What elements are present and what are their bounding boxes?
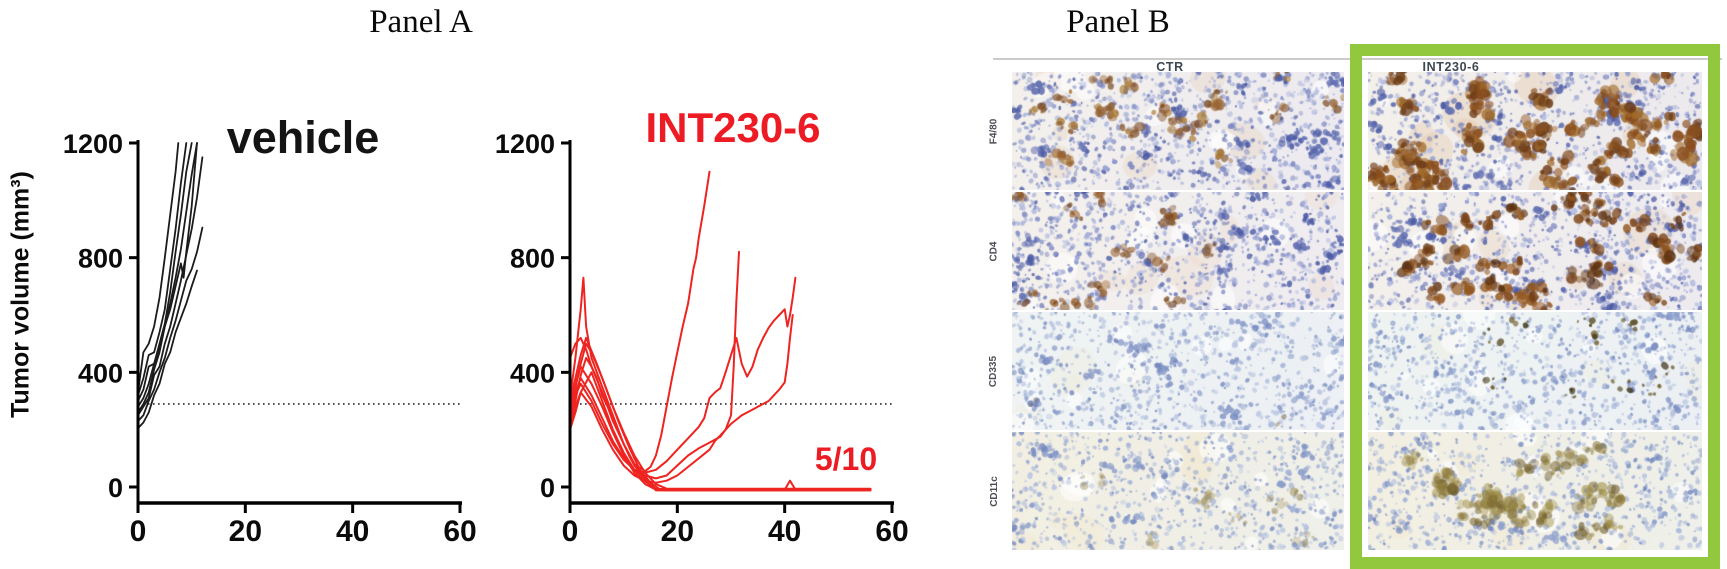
svg-text:60: 60: [443, 515, 476, 548]
svg-text:1200: 1200: [63, 129, 123, 159]
vehicle-chart-title: vehicle: [226, 112, 380, 163]
row-label-cd335: CD335: [988, 355, 1000, 387]
svg-text:20: 20: [661, 515, 694, 548]
survivor-count-annotation: 5/10: [814, 441, 878, 477]
svg-text:0: 0: [130, 515, 147, 548]
ihc-image-cd335-int230-6: [1368, 312, 1702, 430]
ihc-image-cd335-ctr: [1012, 312, 1344, 430]
svg-text:0: 0: [540, 473, 555, 503]
ihc-image-f4-80-int230-6: [1368, 72, 1702, 190]
svg-text:40: 40: [768, 515, 801, 548]
svg-text:400: 400: [78, 358, 123, 388]
svg-text:0: 0: [108, 473, 123, 503]
row-label-f4-80: F4/80: [988, 118, 1000, 144]
panel-a-title: Panel A: [369, 4, 473, 40]
svg-text:800: 800: [78, 244, 123, 274]
svg-text:60: 60: [875, 515, 908, 548]
svg-text:20: 20: [229, 515, 262, 548]
ihc-image-cd4-ctr: [1012, 192, 1344, 310]
svg-text:400: 400: [510, 358, 555, 388]
ihc-image-f4-80-ctr: [1012, 72, 1344, 190]
header-rule: [993, 58, 1722, 60]
column-header-int230-6: INT230-6: [1422, 60, 1480, 74]
int230-6-chart-title: INT230-6: [645, 104, 821, 151]
column-header-ctr: CTR: [1156, 60, 1184, 74]
ihc-image-cd4-int230-6: [1368, 192, 1702, 310]
ihc-image-cd11c-ctr: [1012, 432, 1344, 550]
row-label-cd4: CD4: [988, 240, 1000, 262]
panel-b-title: Panel B: [1066, 4, 1170, 40]
svg-text:800: 800: [510, 244, 555, 274]
svg-text:1200: 1200: [495, 129, 555, 159]
svg-text:0: 0: [562, 515, 579, 548]
svg-text:40: 40: [336, 515, 369, 548]
ihc-image-cd11c-int230-6: [1368, 432, 1702, 550]
row-label-cd11c: CD11c: [988, 475, 1000, 507]
